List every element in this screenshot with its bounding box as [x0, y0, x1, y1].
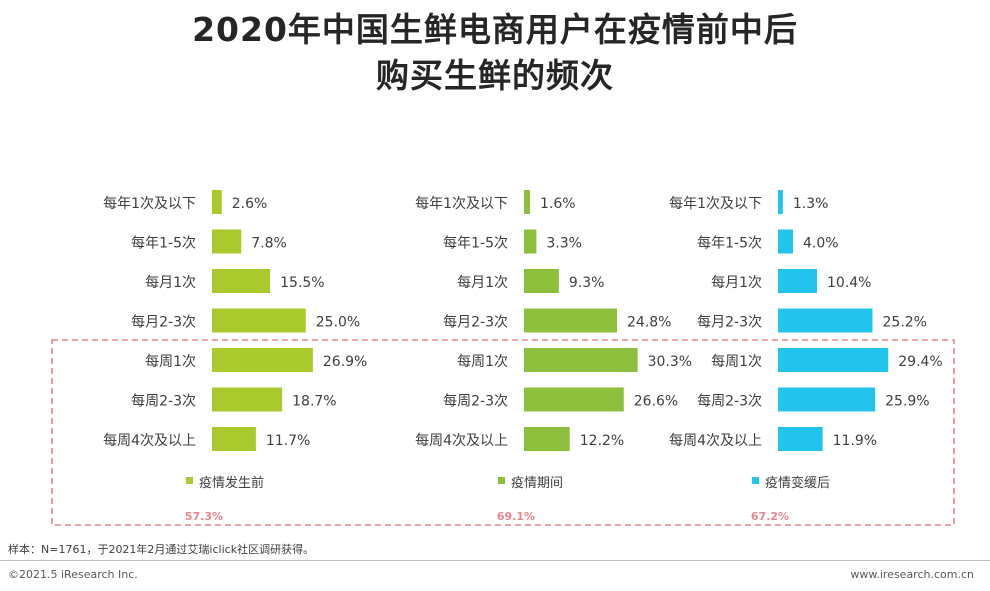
category-label: 每周4次及以上	[415, 433, 508, 449]
category-label: 每月2-3次	[131, 315, 196, 331]
data-label: 1.3%	[793, 196, 829, 212]
bar	[778, 190, 783, 214]
bar	[524, 308, 617, 333]
legend-label: 疫情变缓后	[765, 475, 830, 491]
category-label: 每年1-5次	[443, 236, 508, 252]
data-label: 3.3%	[546, 236, 582, 252]
bar	[212, 348, 313, 372]
data-label: 4.0%	[803, 236, 839, 252]
category-label: 每月1次	[711, 275, 762, 291]
category-label: 每周2-3次	[697, 394, 762, 410]
bar	[524, 229, 537, 254]
weekly-highlight-box	[51, 339, 955, 526]
data-label: 12.2%	[580, 433, 624, 449]
footer-divider	[0, 560, 990, 561]
data-label: 24.8%	[627, 315, 671, 331]
data-label: 25.2%	[883, 315, 927, 331]
bar	[212, 427, 256, 451]
bar	[524, 190, 530, 214]
bar	[524, 387, 624, 412]
bar-chart: 每年1次及以下 2.6% 每年1-5次 7.8% 每月1次 15.5% 每月2-3次 25.0…	[51, 190, 955, 526]
bar	[778, 229, 793, 254]
sample-note: 样本：N=1761，于2021年2月通过艾瑞iclick社区调研获得。	[8, 543, 315, 556]
category-label: 每月2-3次	[443, 315, 508, 331]
data-label: 9.3%	[569, 275, 605, 291]
data-label: 15.5%	[280, 275, 324, 291]
bar	[778, 387, 876, 412]
legend-label: 疫情发生前	[199, 475, 264, 491]
footer-copyright: ©2021.5 iResearch Inc.	[8, 568, 138, 581]
bar	[212, 269, 271, 293]
category-label: 每周4次及以上	[103, 433, 196, 449]
data-label: 29.4%	[898, 354, 942, 370]
data-label: 26.6%	[634, 394, 678, 410]
category-label: 每周1次	[145, 354, 196, 370]
category-label: 每周1次	[457, 354, 508, 370]
weekly-total-label: 69.1%	[497, 510, 535, 523]
bar	[778, 427, 823, 451]
category-label: 每年1次及以下	[415, 196, 508, 212]
data-label: 25.9%	[885, 394, 929, 410]
bar	[524, 427, 570, 451]
category-label: 每周1次	[711, 354, 762, 370]
data-label: 10.4%	[827, 275, 871, 291]
data-label: 30.3%	[648, 354, 692, 370]
legend-swatch	[498, 477, 505, 484]
category-label: 每年1-5次	[131, 236, 196, 252]
category-label: 每年1-5次	[697, 236, 762, 252]
data-label: 11.9%	[833, 433, 877, 449]
bar	[524, 269, 559, 293]
category-label: 每月1次	[145, 275, 196, 291]
legend-label: 疫情期间	[511, 475, 563, 491]
data-label: 26.9%	[323, 354, 367, 370]
category-label: 每年1次及以下	[103, 196, 196, 212]
chart-title-line-2: 购买生鲜的频次	[376, 56, 614, 95]
data-label: 2.6%	[232, 196, 268, 212]
bar	[524, 348, 638, 372]
category-label: 每周4次及以上	[669, 433, 762, 449]
bar	[212, 190, 222, 214]
category-label: 每月2-3次	[697, 315, 762, 331]
category-label: 每年1次及以下	[669, 196, 762, 212]
bar	[778, 269, 817, 293]
legend-swatch	[186, 477, 193, 484]
data-label: 11.7%	[266, 433, 310, 449]
bar	[778, 308, 873, 333]
data-label: 7.8%	[251, 236, 287, 252]
category-label: 每月1次	[457, 275, 508, 291]
bar	[212, 308, 306, 333]
bar	[778, 348, 889, 372]
category-label: 每周2-3次	[131, 394, 196, 410]
category-label: 每周2-3次	[443, 394, 508, 410]
bar	[212, 387, 283, 412]
bar	[212, 229, 242, 254]
footer-website: www.iresearch.com.cn	[850, 568, 974, 581]
data-label: 1.6%	[540, 196, 576, 212]
data-label: 25.0%	[316, 315, 360, 331]
weekly-total-label: 67.2%	[751, 510, 789, 523]
legend-swatch	[752, 477, 759, 484]
weekly-total-label: 57.3%	[185, 510, 223, 523]
data-label: 18.7%	[292, 394, 336, 410]
chart-title-line-1: 2020年中国生鲜电商用户在疫情前中后	[192, 10, 798, 49]
